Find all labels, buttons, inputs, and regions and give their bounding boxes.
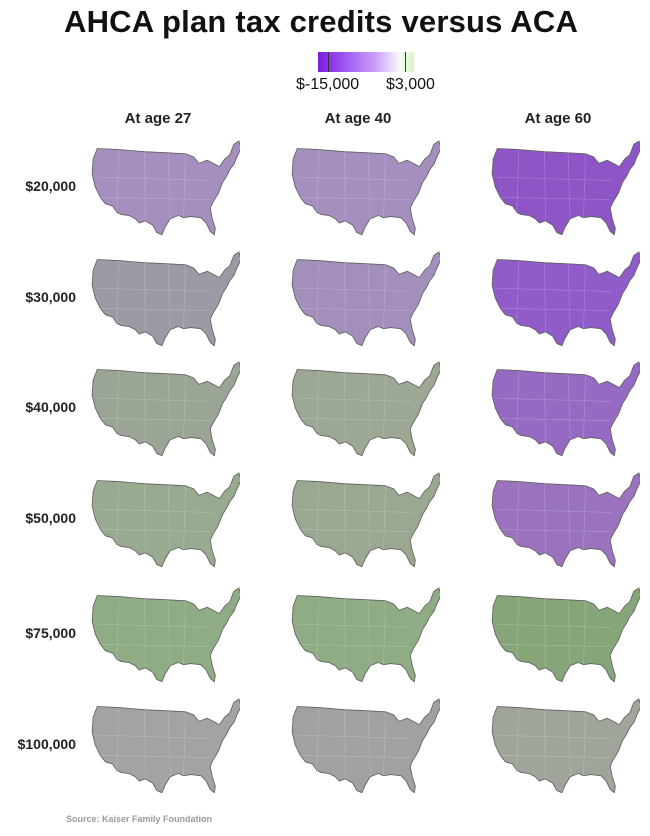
us-map-income-40000-age-40 bbox=[288, 361, 440, 461]
state-border-lines bbox=[297, 596, 412, 668]
us-map-income-30000-age-60 bbox=[488, 251, 640, 351]
us-map-shape bbox=[291, 140, 440, 236]
column-header-age-60: At age 60 bbox=[524, 110, 592, 127]
state-border-lines bbox=[497, 370, 612, 442]
source-note: Source: Kaiser Family Foundation bbox=[66, 814, 213, 824]
legend-max-label: $3,000 bbox=[386, 76, 435, 93]
us-map-income-20000-age-60 bbox=[488, 140, 640, 240]
us-map-shape bbox=[491, 361, 640, 457]
chart-title: AHCA plan tax credits versus ACA bbox=[64, 4, 579, 39]
state-border-lines bbox=[97, 481, 212, 553]
state-border-lines bbox=[497, 707, 612, 779]
us-map-shape bbox=[491, 140, 640, 236]
state-border-lines bbox=[497, 481, 612, 553]
us-map-income-40000-age-27 bbox=[88, 361, 240, 461]
us-map-shape bbox=[291, 361, 440, 457]
us-map-shape bbox=[91, 472, 240, 568]
us-map-shape bbox=[491, 472, 640, 568]
us-map-income-75000-age-27 bbox=[88, 587, 240, 687]
state-border-lines bbox=[97, 707, 212, 779]
row-label-100000: $100,000 bbox=[17, 736, 76, 752]
legend-min-label: $-15,000 bbox=[296, 76, 360, 93]
us-map-income-50000-age-60 bbox=[488, 472, 640, 572]
us-map-shape bbox=[491, 587, 640, 683]
state-border-lines bbox=[97, 596, 212, 668]
us-map-income-40000-age-60 bbox=[488, 361, 640, 461]
us-map-income-20000-age-40 bbox=[288, 140, 440, 240]
state-border-lines bbox=[297, 370, 412, 442]
us-map-shape bbox=[491, 698, 640, 794]
state-border-lines bbox=[497, 149, 612, 221]
state-border-lines bbox=[497, 260, 612, 332]
legend-gradient bbox=[318, 52, 414, 72]
column-header-age-27: At age 27 bbox=[124, 110, 192, 127]
us-map-income-100000-age-60 bbox=[488, 698, 640, 798]
us-map-shape bbox=[91, 587, 240, 683]
state-border-lines bbox=[97, 149, 212, 221]
us-map-income-50000-age-27 bbox=[88, 472, 240, 572]
us-map-shape bbox=[91, 361, 240, 457]
row-label-50000: $50,000 bbox=[25, 510, 76, 526]
row-label-30000: $30,000 bbox=[25, 289, 76, 305]
us-map-income-20000-age-27 bbox=[88, 140, 240, 240]
us-map-income-100000-age-27 bbox=[88, 698, 240, 798]
us-map-income-30000-age-27 bbox=[88, 251, 240, 351]
state-border-lines bbox=[97, 260, 212, 332]
us-map-income-100000-age-40 bbox=[288, 698, 440, 798]
us-map-shape bbox=[91, 698, 240, 794]
us-map-shape bbox=[91, 251, 240, 347]
row-label-20000: $20,000 bbox=[25, 178, 76, 194]
state-border-lines bbox=[497, 596, 612, 668]
state-border-lines bbox=[97, 370, 212, 442]
us-map-income-75000-age-40 bbox=[288, 587, 440, 687]
row-label-40000: $40,000 bbox=[25, 399, 76, 415]
color-legend: $-15,000 $3,000 bbox=[290, 52, 450, 98]
us-map-income-50000-age-40 bbox=[288, 472, 440, 572]
legend-tick-max bbox=[405, 52, 406, 72]
us-map-shape bbox=[291, 251, 440, 347]
us-map-income-75000-age-60 bbox=[488, 587, 640, 687]
state-border-lines bbox=[297, 481, 412, 553]
row-label-75000: $75,000 bbox=[25, 625, 76, 641]
column-header-age-40: At age 40 bbox=[324, 110, 392, 127]
state-border-lines bbox=[297, 260, 412, 332]
legend-tick-min bbox=[328, 52, 329, 72]
us-map-shape bbox=[291, 587, 440, 683]
us-map-shape bbox=[291, 698, 440, 794]
us-map-shape bbox=[291, 472, 440, 568]
state-border-lines bbox=[297, 707, 412, 779]
state-border-lines bbox=[297, 149, 412, 221]
us-map-shape bbox=[491, 251, 640, 347]
us-map-income-30000-age-40 bbox=[288, 251, 440, 351]
us-map-shape bbox=[91, 140, 240, 236]
